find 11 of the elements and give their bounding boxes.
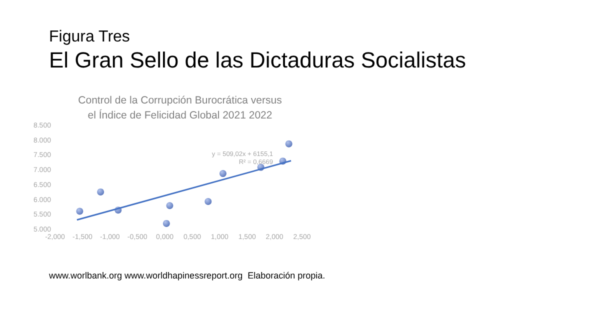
point [162,220,170,227]
point [204,198,212,205]
text: www.worlbank.org www.worldhapinessreport.org Elaboración propia. [48,270,326,280]
point [219,170,226,178]
text: Figura Tres [49,28,130,46]
point [285,140,292,148]
chart-title: El Gran Sello de las Dictaduras Socialistas [49,48,466,72]
point [76,208,84,215]
chart-subtitle: Control de la Corrupción Burocrática versus el Índice de Felicidad Global 2021 2022 [78,94,282,122]
point [166,202,174,210]
point [97,188,104,196]
